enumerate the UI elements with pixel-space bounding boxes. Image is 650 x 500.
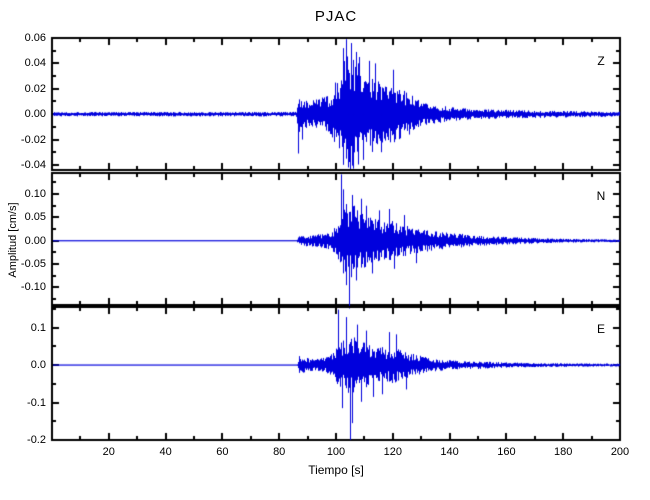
y-tick-label: 0.04: [24, 57, 46, 70]
x-axis-title: Tiempo [s]: [308, 463, 364, 477]
y-tick-label: -0.2: [27, 434, 46, 446]
x-tick-label: 140: [440, 446, 459, 458]
y-tick-label: 0.06: [24, 32, 46, 44]
y-tick-label: 0.05: [24, 211, 46, 224]
chart-title: PJAC: [314, 8, 358, 25]
y-tick-label: 0.02: [24, 82, 46, 95]
x-tick-label: 40: [159, 446, 172, 458]
y-tick-label: 0.00: [24, 234, 46, 247]
y-tick-label: -0.02: [20, 133, 46, 146]
x-tick-label: 160: [497, 446, 516, 458]
y-tick-label: -0.1: [27, 396, 46, 409]
x-tick-label: 180: [554, 446, 573, 458]
panel-label-z: Z: [597, 54, 605, 68]
y-tick-label: 0.10: [24, 188, 46, 201]
y-tick-label: 0.0: [30, 359, 46, 372]
y-tick-label: 0.00: [24, 108, 46, 121]
x-tick-label: 120: [383, 446, 402, 458]
x-tick-label: 80: [273, 446, 286, 458]
y-tick-label: 0.1: [30, 321, 46, 334]
x-tick-label: 20: [102, 446, 115, 458]
x-tick-label: 60: [216, 446, 229, 458]
y-tick-label: -0.05: [20, 258, 46, 271]
y-tick-label: -0.10: [20, 281, 46, 294]
x-tick-label: 100: [326, 446, 346, 458]
x-tick-label: 200: [610, 446, 630, 458]
panel-label-e: E: [596, 322, 605, 336]
panel-label-n: N: [596, 189, 606, 203]
y-tick-label: -0.04: [20, 158, 46, 171]
